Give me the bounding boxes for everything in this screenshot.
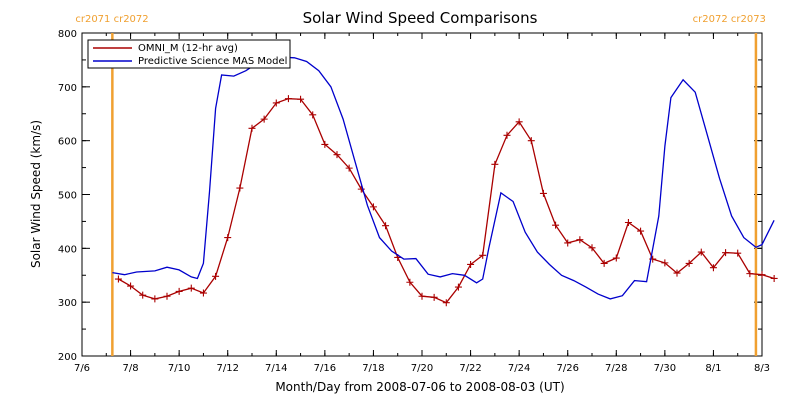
y-tick-label: 700: [58, 83, 77, 94]
series-point-marker: [612, 254, 620, 262]
legend: OMNI_M (12-hr avg) Predictive Science MA…: [87, 39, 291, 69]
series-point-marker: [272, 99, 280, 107]
series-point-marker: [770, 274, 778, 282]
series-point-marker: [248, 124, 256, 132]
series-point-marker: [661, 259, 669, 267]
series-point-marker: [260, 115, 268, 123]
series-point-marker: [114, 275, 122, 283]
series-point-marker: [722, 249, 730, 257]
series-point-marker: [600, 259, 608, 267]
series-point-marker: [515, 118, 523, 126]
series-point-marker: [151, 295, 159, 303]
series-point-marker: [539, 189, 547, 197]
series-point-marker: [139, 291, 147, 299]
y-tick-label: 600: [58, 137, 77, 148]
x-tick-label: 7/30: [654, 363, 676, 374]
series-point-marker: [369, 203, 377, 211]
series-point-marker: [175, 287, 183, 295]
rotation-markers: [111, 33, 758, 356]
plot-frame: [81, 32, 763, 357]
x-tick-label: 7/20: [411, 363, 433, 374]
series-point-marker: [127, 282, 135, 290]
series-point-marker: [163, 292, 171, 300]
series-point-marker: [467, 260, 475, 268]
series-point-marker: [746, 270, 754, 278]
series-line-0: [118, 98, 775, 304]
series-point-marker: [406, 278, 414, 286]
series-point-marker: [491, 160, 499, 168]
x-tick-label: 8/3: [754, 363, 770, 374]
series-point-marker: [588, 244, 596, 252]
series-point-marker: [333, 151, 341, 159]
x-axis-label: Month/Day from 2008-07-06 to 2008-08-03 …: [275, 380, 564, 394]
series-point-marker: [297, 95, 305, 103]
y-axis: 200 300 400 500 600 700 800: [58, 29, 762, 363]
series-point-marker: [321, 140, 329, 148]
series-point-marker: [576, 236, 584, 244]
series-point-marker: [236, 184, 244, 192]
x-tick-label: 7/8: [123, 363, 139, 374]
y-tick-label: 200: [58, 352, 77, 363]
series-point-marker: [637, 227, 645, 235]
series-point-marker: [624, 218, 632, 226]
x-tick-label: 7/28: [605, 363, 627, 374]
series-point-marker: [430, 293, 438, 301]
series-point-marker: [673, 269, 681, 277]
series-lines: [112, 56, 778, 307]
legend-label-mas: Predictive Science MAS Model: [138, 56, 287, 67]
x-tick-label: 7/18: [362, 363, 384, 374]
series-point-marker: [309, 111, 317, 119]
rotation-marker-label: cr2072 cr2073: [693, 14, 766, 25]
y-axis-label: Solar Wind Speed (km/s): [29, 120, 43, 268]
y-tick-label: 800: [58, 29, 77, 40]
y-tick-label: 500: [58, 191, 77, 202]
legend-label-omni: OMNI_M (12-hr avg): [138, 43, 238, 54]
y-tick-label: 300: [58, 298, 77, 309]
series-point-marker: [564, 239, 572, 247]
series-point-marker: [442, 299, 450, 307]
series-point-marker: [224, 234, 232, 242]
chart-title: Solar Wind Speed Comparisons: [303, 9, 538, 27]
x-tick-label: 8/1: [705, 363, 721, 374]
series-point-marker: [685, 259, 693, 267]
series-point-marker: [709, 264, 717, 272]
series-point-marker: [345, 164, 353, 172]
y-tick-label: 400: [58, 244, 77, 255]
x-tick-label: 7/22: [459, 363, 481, 374]
series-point-marker: [187, 284, 195, 292]
x-tick-label: 7/6: [74, 363, 90, 374]
carrington-rotation-labels: cr2071 cr2072 cr2072 cr2073: [75, 14, 766, 25]
series-point-marker: [454, 283, 462, 291]
series-point-marker: [479, 251, 487, 259]
series-line-1: [112, 56, 775, 300]
series-point-marker: [418, 292, 426, 300]
x-tick-label: 7/10: [168, 363, 190, 374]
series-point-marker: [382, 222, 390, 230]
x-axis: 7/6 7/8 7/10 7/12 7/14 7/16 7/18 7/20 7/22 7/24 7/…: [74, 33, 770, 374]
x-tick-label: 7/16: [314, 363, 336, 374]
series-point-marker: [357, 185, 365, 193]
series-point-marker: [503, 131, 511, 139]
series-point-marker: [527, 137, 535, 145]
x-tick-label: 7/24: [508, 363, 530, 374]
series-point-marker: [284, 95, 292, 103]
series-point-marker: [758, 271, 766, 279]
series-point-marker: [199, 289, 207, 297]
rotation-marker-label: cr2071 cr2072: [75, 14, 148, 25]
x-tick-label: 7/14: [265, 363, 287, 374]
series-point-marker: [212, 272, 220, 280]
series-point-marker: [552, 221, 560, 229]
series-point-marker: [697, 248, 705, 256]
x-tick-label: 7/12: [216, 363, 238, 374]
series-point-marker: [734, 249, 742, 257]
x-tick-label: 7/26: [556, 363, 578, 374]
legend-box: [87, 39, 291, 69]
